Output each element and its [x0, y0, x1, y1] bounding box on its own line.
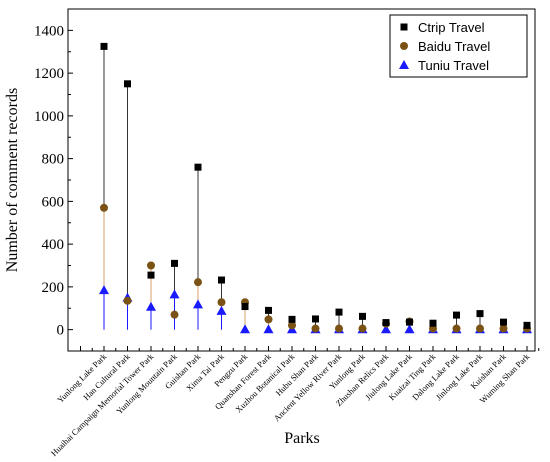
point-tuniu-travel [216, 305, 227, 315]
point-ctrip-travel [429, 319, 437, 327]
point-ctrip-travel [147, 271, 155, 279]
point-baidu-travel [476, 324, 484, 333]
point-ctrip-travel [100, 42, 108, 50]
legend-marker-ctrip-travel [400, 23, 408, 31]
point-ctrip-travel [476, 310, 484, 318]
legend-marker-baidu-travel [400, 42, 408, 50]
point-baidu-travel [335, 324, 343, 333]
y-tick-label: 200 [42, 280, 65, 296]
point-baidu-travel [217, 298, 226, 307]
point-ctrip-travel [171, 259, 178, 267]
point-ctrip-travel [218, 276, 225, 284]
point-ctrip-travel [124, 80, 131, 88]
point-ctrip-travel [288, 315, 296, 323]
point-baidu-travel [452, 324, 461, 333]
point-baidu-travel [358, 324, 367, 333]
point-tuniu-travel [404, 324, 415, 334]
y-tick-label: 1200 [34, 66, 64, 82]
y-tick-label: 1400 [34, 23, 64, 39]
legend-label: Tuniu Travel [418, 58, 489, 73]
point-ctrip-travel [241, 303, 249, 311]
point-tuniu-travel [240, 324, 250, 334]
legend-label: Ctrip Travel [418, 20, 485, 35]
point-baidu-travel [311, 324, 320, 333]
point-ctrip-travel [312, 315, 319, 323]
y-tick-label: 400 [42, 237, 65, 253]
point-baidu-travel [194, 278, 202, 287]
legend-box [389, 14, 528, 78]
point-tuniu-travel [381, 324, 391, 334]
y-tick-label: 0 [57, 323, 65, 339]
point-ctrip-travel [359, 312, 366, 320]
point-ctrip-travel [523, 321, 531, 329]
point-tuniu-travel [263, 324, 274, 334]
point-tuniu-travel [99, 285, 109, 295]
point-ctrip-travel [406, 318, 413, 326]
point-baidu-travel [170, 310, 179, 319]
y-tick-label: 1000 [34, 109, 64, 125]
point-ctrip-travel [453, 311, 460, 319]
point-baidu-travel [123, 296, 132, 305]
data-markers [99, 42, 532, 334]
point-baidu-travel [264, 315, 273, 324]
point-baidu-travel [100, 203, 108, 212]
y-axis-title: Number of comment records [4, 88, 21, 272]
point-baidu-travel [288, 321, 296, 330]
y-tick-label: 800 [42, 152, 65, 168]
point-tuniu-travel [146, 301, 156, 311]
legend: Ctrip Travel Baidu Travel Tuniu Travel [389, 14, 528, 78]
point-tuniu-travel [169, 289, 180, 299]
x-axis-title: Parks [284, 430, 320, 447]
stem-lines [103, 46, 528, 330]
y-axis-ticks: 0 200 400 600 800 1000 1200 1400 [34, 23, 73, 352]
point-ctrip-travel [382, 319, 390, 327]
point-ctrip-travel [500, 318, 507, 326]
point-ctrip-travel [194, 163, 202, 171]
point-baidu-travel [147, 261, 155, 270]
point-baidu-travel [499, 324, 508, 333]
legend-marker-tuniu-travel [399, 60, 409, 69]
legend-label: Baidu Travel [418, 39, 490, 54]
point-tuniu-travel [193, 299, 203, 309]
point-ctrip-travel [265, 306, 272, 314]
x-tick-label: Huaihai Campaign Memorial Tower Park [49, 351, 156, 458]
point-ctrip-travel [335, 308, 343, 316]
y-tick-label: 600 [42, 194, 65, 210]
